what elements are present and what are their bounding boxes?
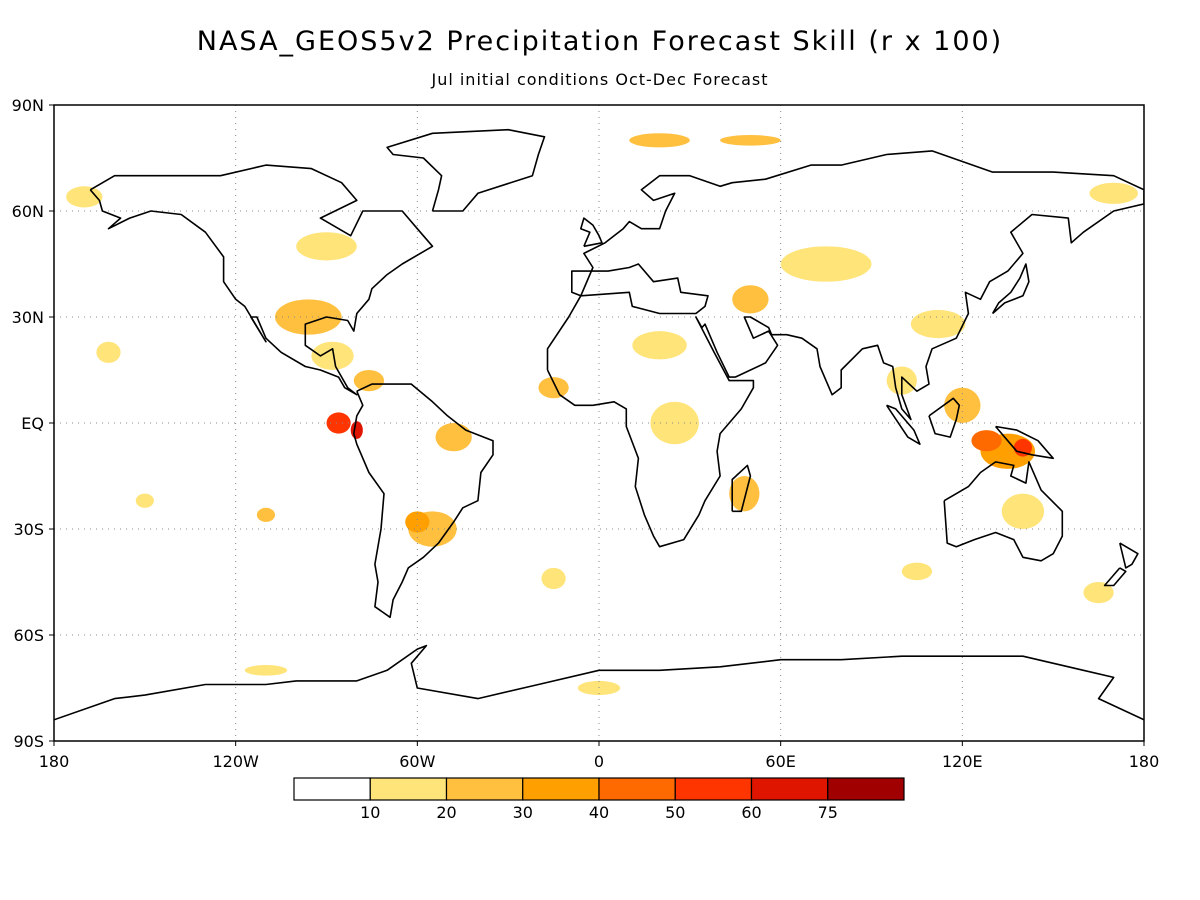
colorbar-swatch [827,777,905,801]
skill-region [629,133,690,148]
coastline [386,128,546,212]
coastline [1103,567,1127,587]
skill-shading-layer [66,133,1138,696]
skill-region [405,511,430,533]
skill-region [311,341,354,370]
colorbar-label: 75 [818,803,838,822]
colorbar-label: 20 [436,803,456,822]
colorbar-label: 60 [741,803,761,822]
lon-label: 180 [39,752,70,771]
lat-label: 90S [13,732,44,751]
skill-region [435,423,472,452]
lon-label: 120W [212,752,259,771]
longitude-labels: 180 120W 60W 0 60E 120E 180 [39,741,1160,771]
colorbar-label: 30 [513,803,533,822]
skill-region [256,507,276,522]
skill-region [66,186,103,208]
skill-region [538,377,569,399]
colorbar-swatch [598,777,676,801]
lon-label: 0 [594,752,604,771]
colorbar-swatch [445,777,524,801]
colorbar-swatch [369,777,448,801]
skill-region [1083,582,1114,604]
colorbar-swatch [522,777,600,801]
coastline [994,425,1054,460]
colorbar-swatch [293,777,371,801]
gridlines [54,105,1144,741]
colorbar-label: 40 [589,803,609,822]
skill-region [650,401,699,445]
lat-label: 30N [12,308,44,327]
lon-label: 120E [942,752,983,771]
skill-region [244,665,288,676]
skill-region [1001,493,1045,529]
skill-region [910,309,966,339]
colorbar-swatch [674,777,753,801]
skill-region [732,285,769,314]
coastline [54,644,1144,721]
coastline [928,397,961,438]
coastline [580,217,603,248]
lat-label: 90N [12,96,44,115]
skill-region [96,341,121,363]
skill-region [353,370,385,392]
lon-label: 180 [1129,752,1160,771]
coastline [885,404,921,445]
lat-label: 60N [12,202,44,221]
coastline [943,461,1064,562]
skill-region [135,493,154,508]
skill-region [729,476,760,512]
lat-label: EQ [21,414,44,433]
map-title: NASA_GEOS5v2 Precipitation Forecast Skil… [196,26,1004,57]
colorbar: 10 20 30 40 50 60 75 [293,777,905,822]
lon-label: 60W [399,752,435,771]
colorbar-label: 50 [665,803,685,822]
coastline [89,164,434,396]
lon-label: 60E [765,752,795,771]
coastline [546,150,1144,548]
lat-label: 60S [13,626,44,645]
colorbar-swatch [750,777,829,801]
skill-region [971,430,1002,452]
skill-region [780,246,872,282]
skill-region [275,299,342,335]
skill-region [350,421,363,439]
lat-label: 30S [13,520,44,539]
skill-region [541,567,566,590]
coastline [731,464,752,513]
skill-region [577,680,621,696]
skill-region [901,562,933,581]
coastline [991,263,1030,315]
skill-region [296,232,357,261]
coastline [353,383,494,619]
coastlines [54,128,1144,721]
skill-region [632,331,687,360]
coastline [1119,542,1139,569]
colorbar-label: 10 [360,803,380,822]
skill-region [326,412,351,434]
map-subtitle: Jul initial conditions Oct-Dec Forecast [431,70,769,89]
latitude-labels: 90N 60N 30N EQ 30S 60S 90S [12,96,54,751]
skill-region [1089,182,1138,204]
skill-region [720,135,781,146]
